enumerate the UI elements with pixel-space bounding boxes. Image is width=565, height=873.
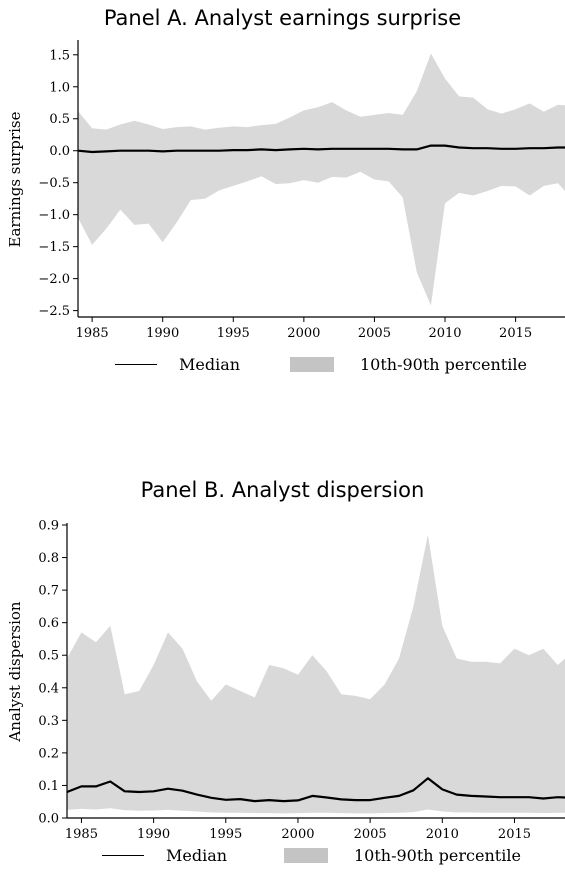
- x-tick-label: 1985: [65, 827, 98, 842]
- y-tick-label: 0.7: [38, 584, 59, 599]
- y-axis-label: Analyst dispersion: [6, 601, 24, 742]
- x-tick-label: 2005: [358, 326, 391, 340]
- legend-item-median: Median: [102, 846, 227, 865]
- legend-item-band: 10th-90th percentile: [290, 355, 527, 374]
- legend-line-swatch: [115, 364, 157, 365]
- percentile-band-area: [67, 534, 565, 814]
- y-tick-label: −2.0: [38, 272, 70, 287]
- legend-item-band: 10th-90th percentile: [284, 846, 521, 865]
- panel-b-title: Panel B. Analyst dispersion: [140, 478, 425, 502]
- median-line: [66, 777, 565, 803]
- x-tick-label: 1995: [209, 827, 242, 842]
- x-tick-label: 2000: [281, 827, 314, 842]
- y-tick-label: 0.0: [49, 144, 70, 159]
- y-tick-label: 0.9: [38, 519, 59, 534]
- y-axis-label: Earnings surprise: [6, 111, 24, 247]
- y-tick-label: 0.6: [38, 616, 59, 631]
- percentile-band-area: [78, 53, 565, 306]
- x-tick-label: 2015: [499, 326, 532, 340]
- x-tick-label: 2000: [287, 326, 320, 340]
- y-tick-label: −0.5: [38, 176, 70, 191]
- panel-b-legend: Median 10th-90th percentile: [0, 846, 565, 870]
- x-tick-label: 1995: [217, 326, 250, 340]
- x-tick-label: 2010: [428, 326, 461, 340]
- x-tick-label: 1985: [76, 326, 109, 340]
- x-tick-label: 1990: [146, 326, 179, 340]
- panel-a-title: Panel A. Analyst earnings surprise: [103, 6, 462, 30]
- y-tick-label: 0.5: [38, 649, 59, 664]
- y-tick-label: 0.4: [38, 681, 59, 696]
- y-tick-label: 0.5: [49, 112, 70, 127]
- panel-a-legend: Median 10th-90th percentile: [0, 355, 565, 379]
- legend-item-median: Median: [115, 355, 240, 374]
- y-tick-label: 1.5: [49, 48, 70, 63]
- x-tick-label: 2005: [354, 827, 387, 842]
- x-tick-label: 2015: [498, 827, 531, 842]
- legend-band-swatch: [290, 357, 334, 372]
- y-tick-label: −1.5: [38, 240, 70, 255]
- panel-a-chart: 1.5 1.0 0.5 0.0 −0.5 −1.0 −1.5 −2.0 −2.5 1985 1990…: [6, 40, 565, 340]
- legend-band-swatch: [284, 848, 328, 863]
- legend-label-band: 10th-90th percentile: [354, 846, 521, 865]
- y-tick-label: 1.0: [49, 80, 70, 95]
- median-line: [77, 144, 565, 154]
- y-tick-label: 0.8: [38, 551, 59, 566]
- y-tick-label: −1.0: [38, 208, 70, 223]
- legend-label-median: Median: [179, 355, 241, 374]
- legend-line-swatch: [102, 855, 144, 856]
- legend-label-band: 10th-90th percentile: [360, 355, 527, 374]
- y-tick-label: 0.3: [38, 714, 59, 729]
- legend-label-median: Median: [166, 846, 228, 865]
- x-tick-label: 2010: [426, 827, 459, 842]
- y-tick-label: 0.2: [38, 746, 59, 761]
- y-tick-label: 0.1: [38, 779, 59, 794]
- x-tick-label: 1990: [137, 827, 170, 842]
- y-tick-label: −2.5: [38, 304, 70, 319]
- y-tick-label: 0.0: [38, 812, 59, 827]
